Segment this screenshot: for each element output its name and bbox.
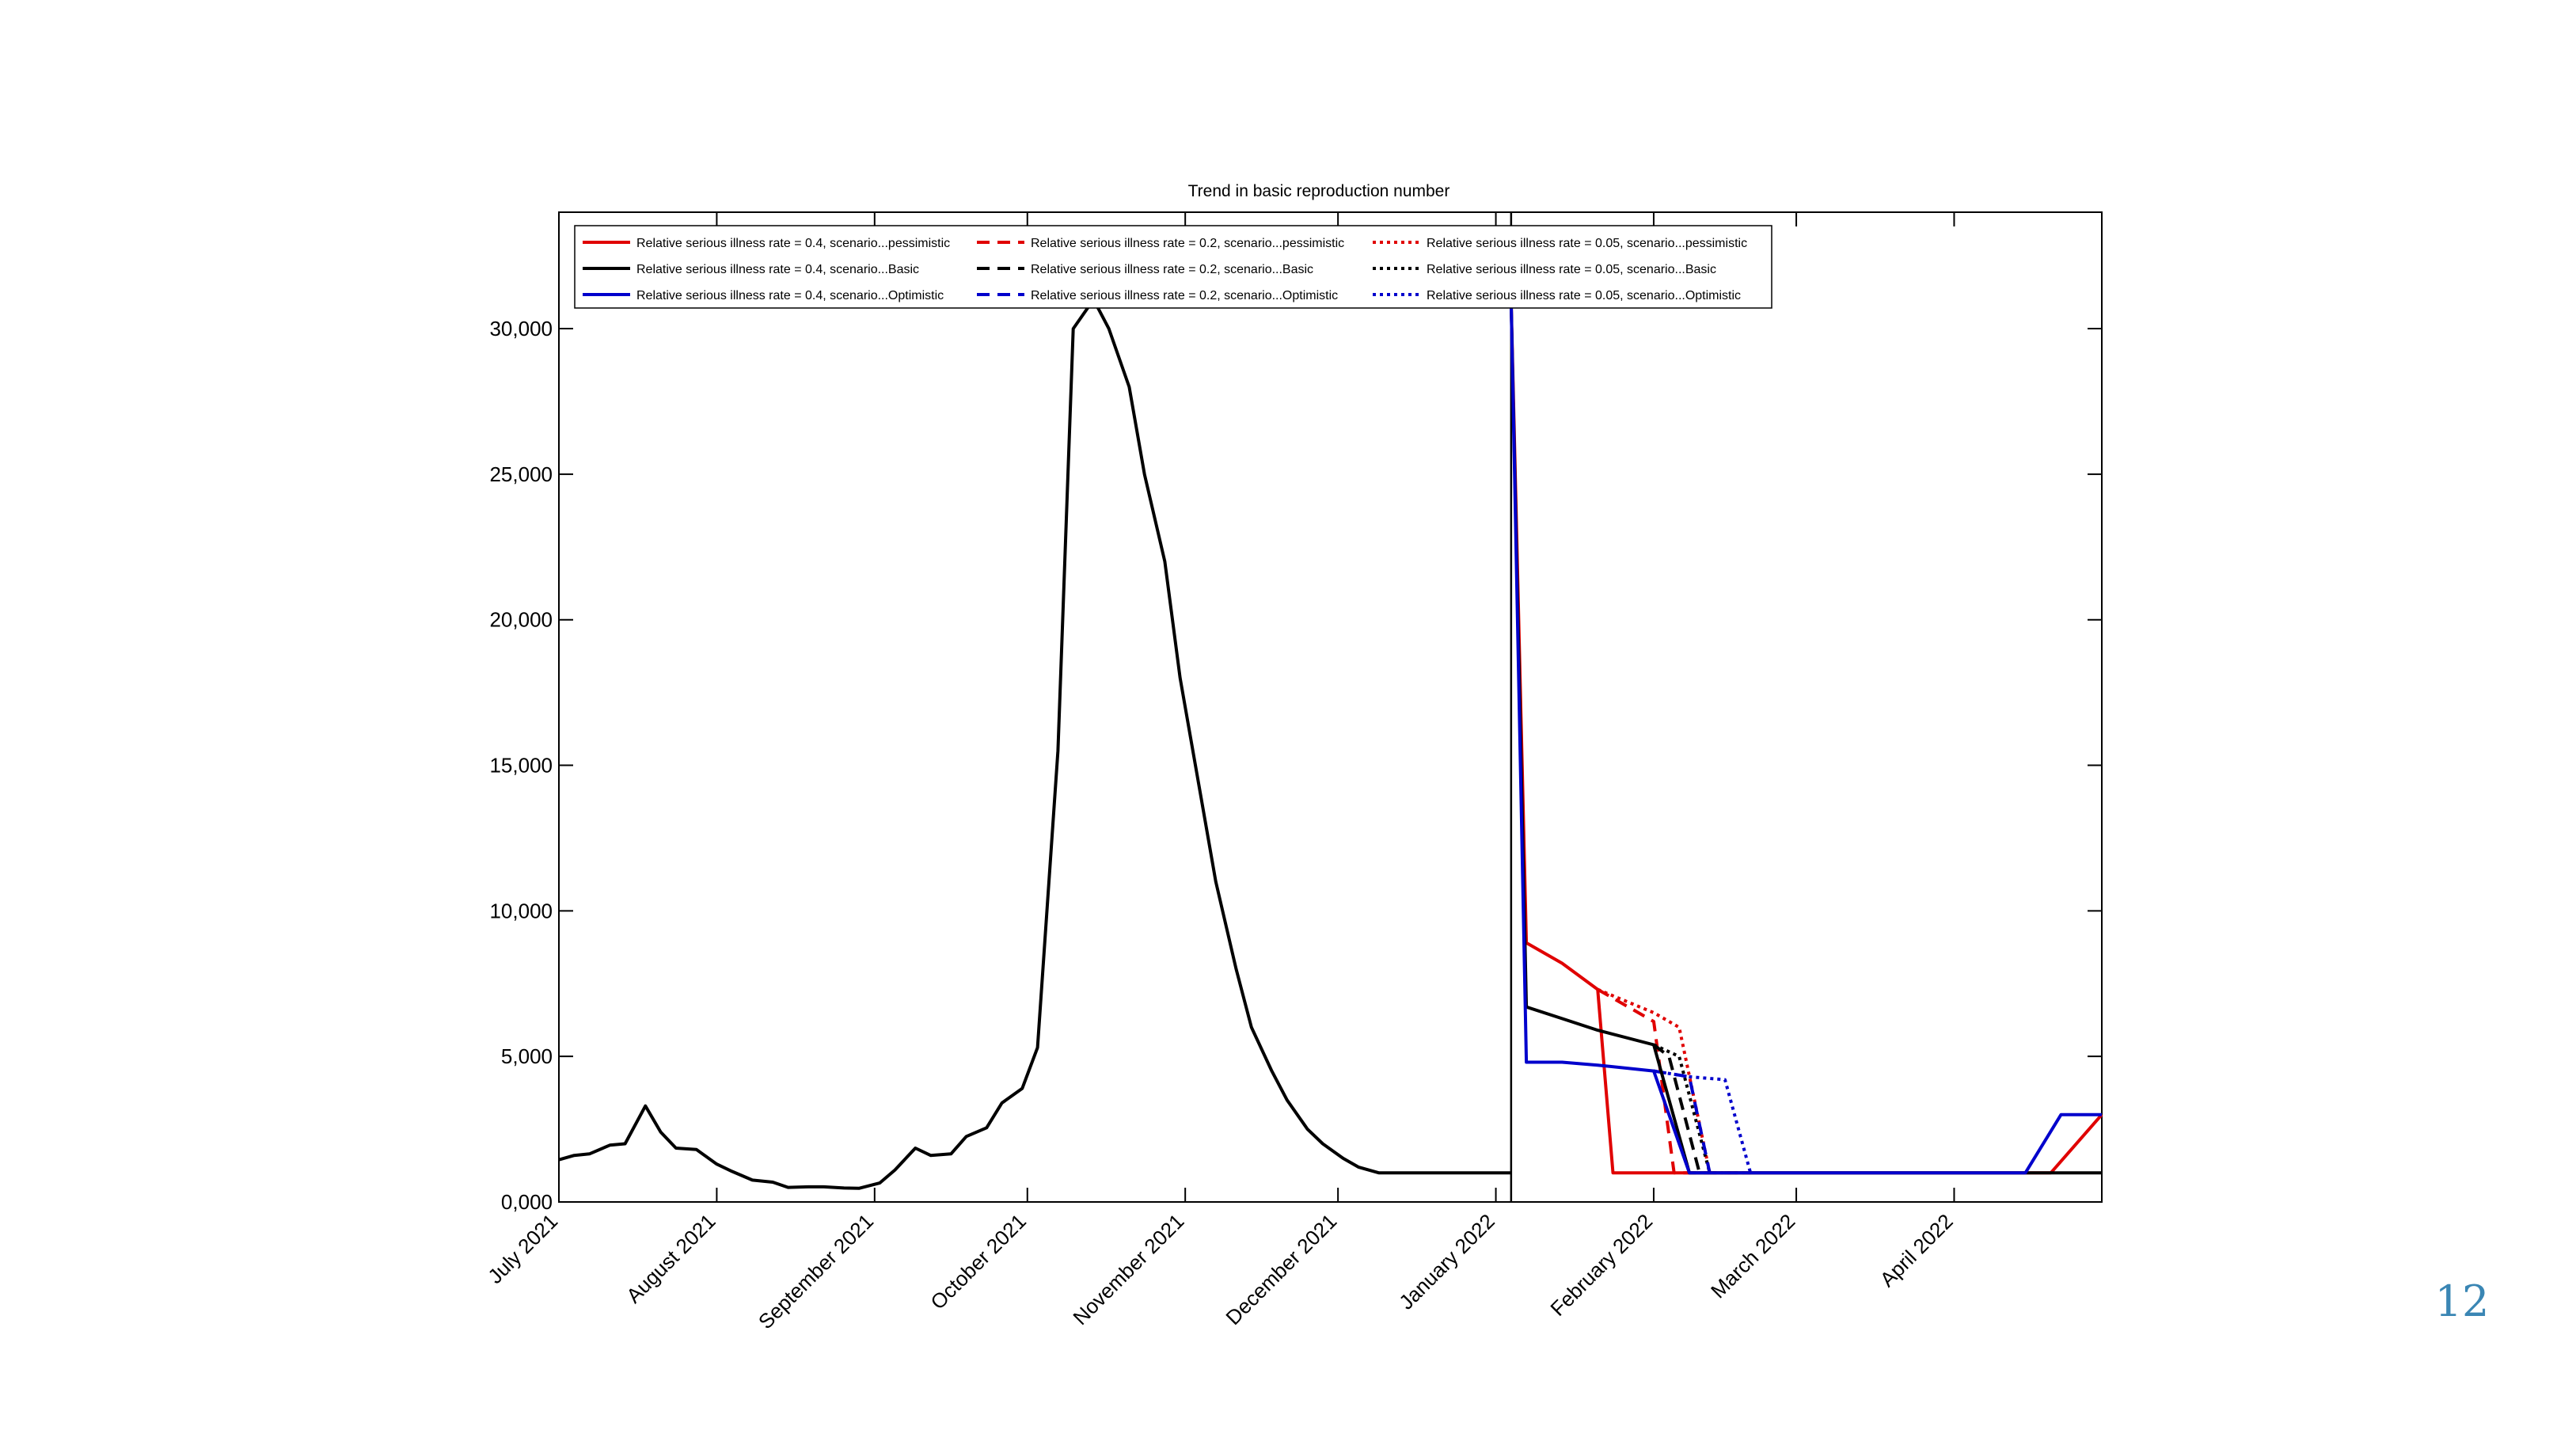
page-number: 12 [2434,1276,2490,1326]
y-tick-label: 10,000 [489,899,553,922]
x-tick-label: July 2021 [483,1209,562,1288]
legend-label: Relative serious illness rate = 0.2, sce… [1031,263,1313,276]
x-tick-label: November 2021 [1068,1209,1188,1329]
y-tick-label: 15,000 [489,754,553,778]
legend-label: Relative serious illness rate = 0.4, sce… [636,263,919,276]
legend-label: Relative serious illness rate = 0.4, sce… [636,237,950,250]
x-tick-label: August 2021 [621,1209,720,1307]
series-line [1509,299,2102,1175]
y-tick-label: 5,000 [501,1044,553,1068]
x-tick-label: April 2022 [1875,1209,1958,1291]
chart-title: Trend in basic reproduction number [1188,182,1450,200]
x-tick-label: February 2022 [1545,1209,1657,1321]
legend-label: Relative serious illness rate = 0.4, sce… [636,289,944,302]
y-tick-label: 25,000 [489,462,553,486]
legend-label: Relative serious illness rate = 0.2, sce… [1031,237,1344,250]
x-axis: July 2021 August 2021 September 2021 Octobe… [483,212,1958,1333]
x-tick-label: January 2022 [1394,1209,1499,1314]
series-line [1652,1043,1701,1173]
legend-box [574,225,1772,309]
series-line-history [558,298,1511,1190]
y-axis: 0,000 5,000 10,000 15,000 20,000 25,000 30,000 [489,317,2102,1214]
series-layer [558,212,2103,1202]
x-tick-label: March 2022 [1706,1209,1799,1303]
legend-label: Relative serious illness rate = 0.2, sce… [1031,289,1338,302]
series-line [1509,299,2103,1175]
legend-label: Relative serious illness rate = 0.05, sc… [1427,263,1716,276]
y-tick-label: 30,000 [489,317,553,340]
series-line [1653,1069,1712,1173]
series-line [1653,1043,1712,1173]
x-tick-label: December 2021 [1221,1209,1341,1329]
x-tick-label: October 2021 [925,1209,1031,1314]
x-tick-label: September 2021 [754,1209,878,1333]
series-line [1509,299,2102,1175]
legend: Relative serious illness rate = 0.4, sce… [574,225,1772,309]
legend-label: Relative serious illness rate = 0.05, sc… [1427,289,1741,302]
y-tick-label: 0,000 [501,1190,553,1214]
legend-label: Relative serious illness rate = 0.05, sc… [1427,237,1747,250]
plot-frame [558,211,2103,1203]
y-tick-label: 20,000 [489,608,553,632]
